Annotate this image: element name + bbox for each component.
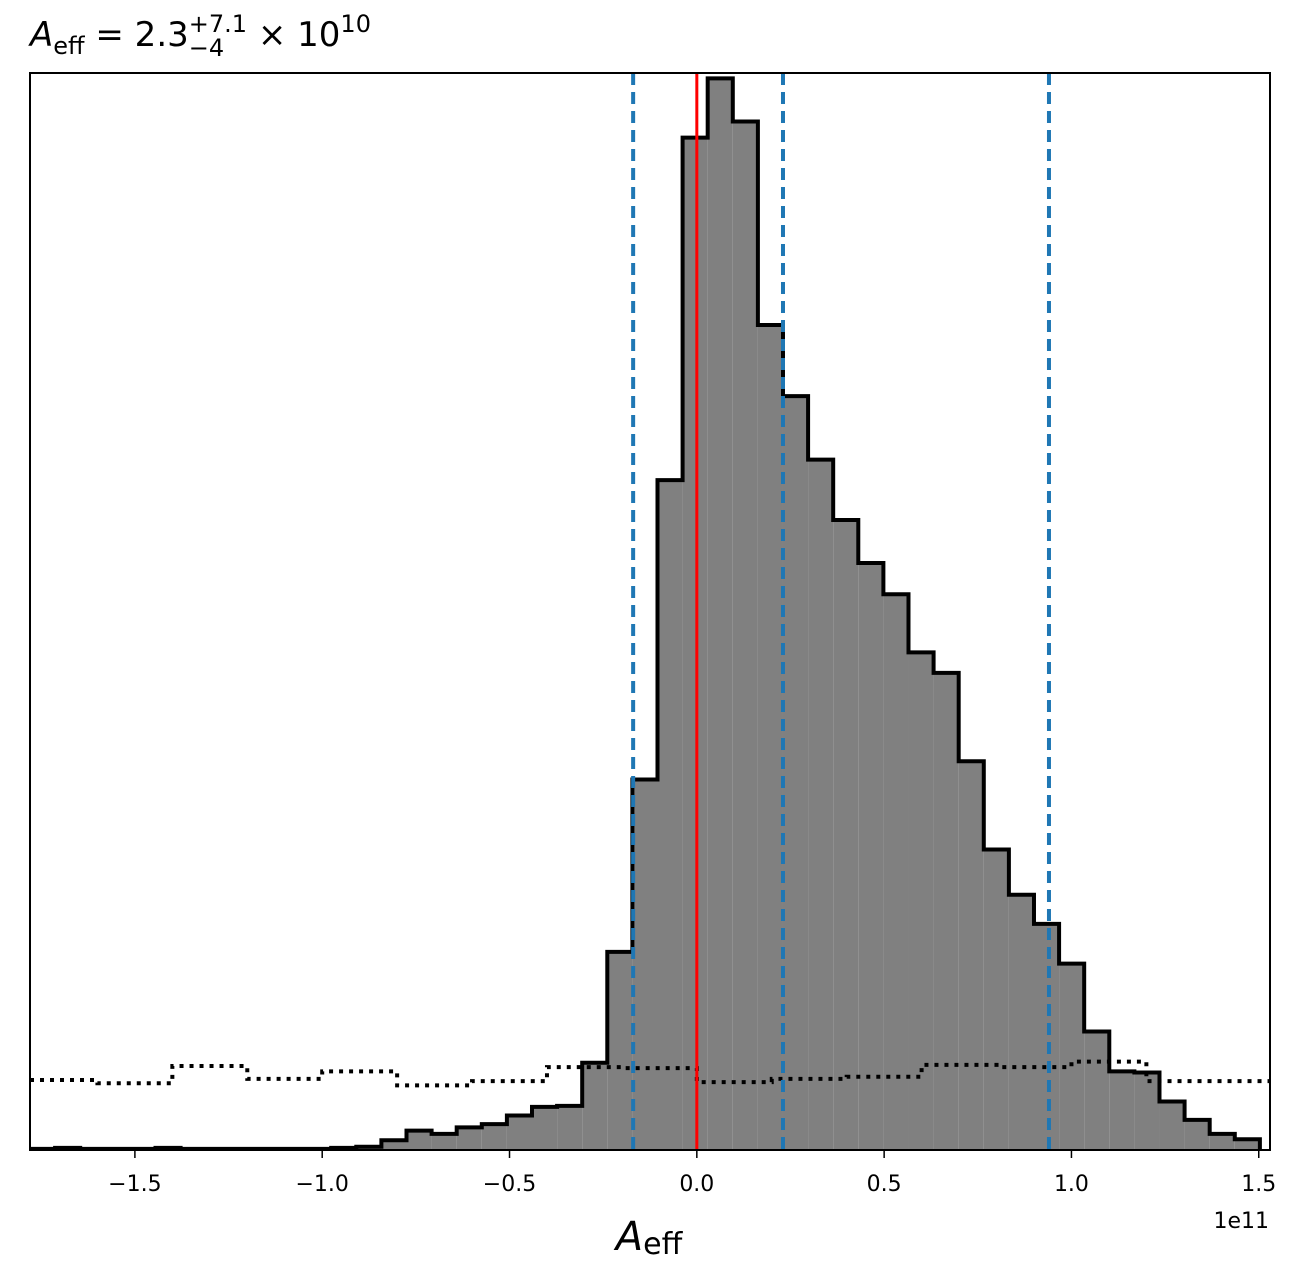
x-axis: −1.5 −1.0 −0.5 0.0 0.5 1.0 1.5: [108, 1150, 1276, 1197]
histogram-bar: [632, 779, 658, 1150]
histogram-bar: [1059, 963, 1085, 1150]
histogram-bar: [1084, 1031, 1110, 1150]
x-label-symbol: A: [613, 1214, 643, 1260]
histogram-bar: [858, 563, 884, 1150]
histogram-bar: [406, 1130, 432, 1150]
histogram-bar: [1209, 1133, 1235, 1150]
histogram-bar: [782, 396, 809, 1150]
title-times: × 10: [247, 15, 340, 55]
histogram-bar: [557, 1105, 583, 1150]
title-subscript: eff: [53, 32, 85, 60]
histogram-bar: [1134, 1072, 1160, 1150]
title-exponent: 10: [340, 10, 371, 38]
chart-title: Aeff = 2.3+7.1 −4 × 1010: [28, 10, 371, 62]
histogram-bar: [757, 325, 783, 1150]
histogram-bar: [381, 1140, 407, 1150]
histogram-bar: [933, 672, 959, 1150]
x-tick-label: −1.5: [108, 1172, 161, 1197]
prior-histogram: [30, 1059, 1270, 1088]
histogram-bar: [833, 519, 859, 1150]
axes-frame: [29, 72, 1271, 1151]
histogram-bar: [607, 951, 633, 1150]
x-label-subscript: eff: [643, 1227, 683, 1262]
x-tick-label: 0.0: [679, 1172, 714, 1197]
histogram-bar: [958, 761, 984, 1150]
x-tick-label: −1.0: [295, 1172, 348, 1197]
histogram-bar: [808, 459, 834, 1150]
histogram-bar: [657, 480, 683, 1150]
x-tick-label: 1.5: [1241, 1172, 1276, 1197]
histogram-bar: [506, 1115, 532, 1150]
histogram-bar: [481, 1124, 507, 1150]
x-tick-label: 1.0: [1054, 1172, 1089, 1197]
histogram-bar: [582, 1062, 608, 1150]
histogram-bar: [1184, 1119, 1210, 1150]
posterior-histogram-outline: [30, 76, 1262, 1150]
title-lower-error: −4: [189, 34, 224, 62]
title-median: = 2.3: [85, 15, 189, 55]
histogram-bar: [908, 652, 934, 1150]
x-offset-label: 1e11: [1213, 1209, 1269, 1234]
title-symbol: A: [28, 15, 53, 55]
histogram-bar: [1008, 894, 1034, 1150]
plot-area: [30, 73, 1270, 1150]
histogram-bar: [883, 594, 909, 1150]
histogram-bar: [1234, 1139, 1260, 1150]
x-tick-label: 0.5: [867, 1172, 902, 1197]
histogram-bar: [682, 137, 708, 1150]
histogram-bar: [983, 849, 1009, 1150]
x-axis-label: Aeff: [613, 1214, 684, 1262]
histogram-bar: [431, 1133, 457, 1150]
histogram-bar: [707, 78, 733, 1150]
histogram-bar: [531, 1106, 558, 1150]
title-upper-error: +7.1: [189, 10, 247, 38]
histogram-bar: [1033, 923, 1060, 1150]
histogram-bar: [456, 1127, 482, 1150]
histogram-bar: [1109, 1071, 1135, 1150]
histogram-bar: [732, 121, 758, 1150]
histogram-bar: [1159, 1101, 1185, 1150]
x-tick-label: −0.5: [483, 1172, 536, 1197]
